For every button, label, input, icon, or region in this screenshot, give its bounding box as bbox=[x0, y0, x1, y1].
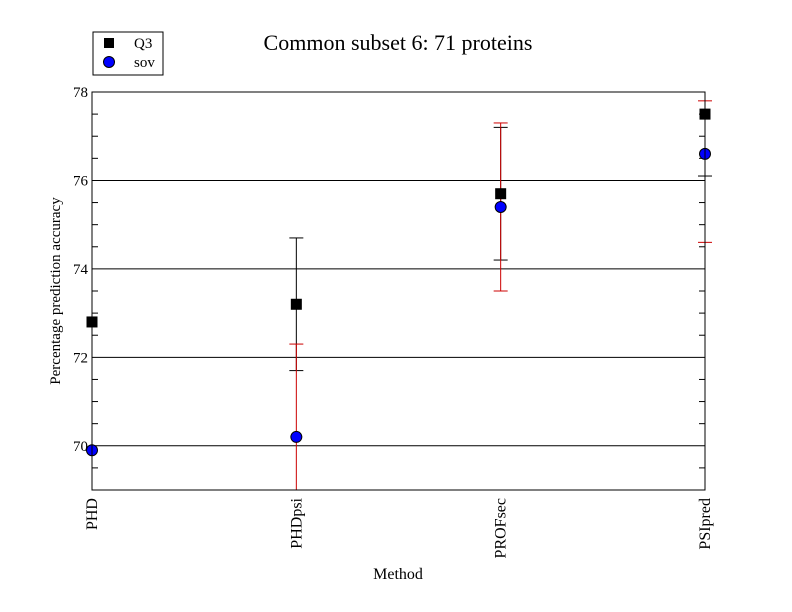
y-tick-label: 76 bbox=[73, 173, 89, 189]
y-tick-label: 70 bbox=[73, 439, 88, 455]
x-tick-label: PHD bbox=[84, 498, 101, 530]
chart-title: Common subset 6: 71 proteins bbox=[264, 30, 533, 55]
x-tick-label: PHDpsi bbox=[288, 497, 305, 548]
legend-sov-label: sov bbox=[134, 55, 155, 71]
y-tick-labels: 70 72 74 76 78 bbox=[73, 85, 89, 455]
x-tick-label: PROFsec bbox=[493, 498, 510, 558]
minor-ticks bbox=[92, 113, 705, 491]
x-tick-labels: PHD PHDpsi PROFsec PSIpred bbox=[84, 497, 714, 558]
plot-frame bbox=[91, 91, 706, 491]
y-tick-label: 72 bbox=[73, 350, 88, 366]
point-sov bbox=[290, 430, 303, 443]
y-tick-label: 74 bbox=[73, 262, 89, 278]
legend-sov-marker bbox=[103, 56, 115, 68]
legend: Q3 sov bbox=[92, 31, 164, 76]
y-axis-label: Percentage prediction accuracy bbox=[48, 197, 64, 385]
error-bars bbox=[289, 100, 712, 491]
y-tick-label: 78 bbox=[73, 85, 88, 101]
point-sov bbox=[494, 200, 507, 213]
data-markers bbox=[86, 108, 711, 457]
point-q3 bbox=[290, 298, 302, 310]
legend-q3-marker bbox=[104, 38, 114, 48]
point-q3 bbox=[495, 188, 507, 200]
x-tick-label: PSIpred bbox=[697, 498, 714, 550]
legend-q3-label: Q3 bbox=[134, 36, 152, 52]
grid bbox=[92, 179, 705, 447]
x-axis-label: Method bbox=[373, 566, 423, 583]
